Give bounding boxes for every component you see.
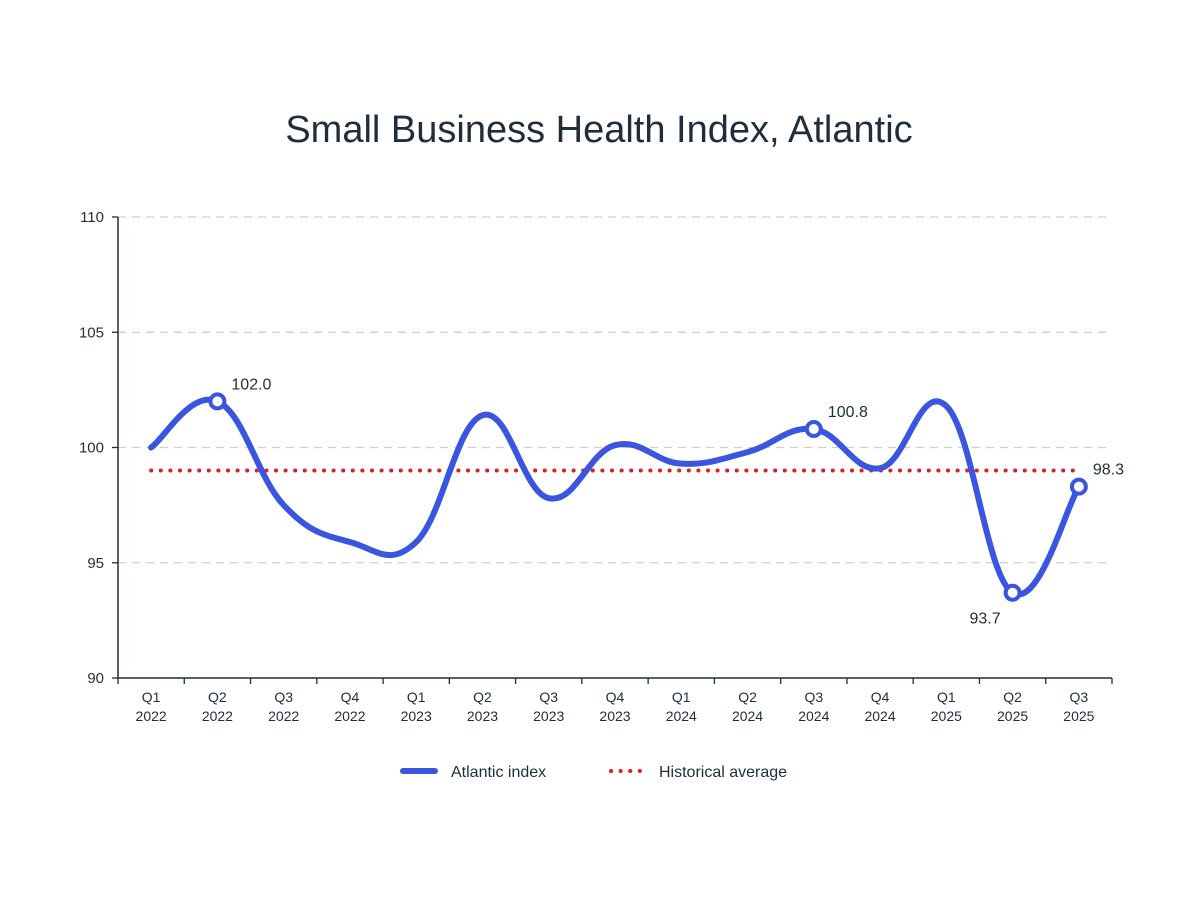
x-tick-label: Q3 2022 — [268, 689, 299, 724]
x-tick-label: Q1 2022 — [136, 689, 167, 724]
atlantic-index-line — [148, 396, 1082, 598]
x-tick-label: Q4 2023 — [599, 689, 630, 724]
data-label: 102.0 — [231, 376, 271, 393]
legend-label-atlantic-index: Atlantic index — [451, 764, 546, 781]
x-tick-label: Q2 2022 — [202, 689, 233, 724]
data-label: 100.8 — [828, 404, 868, 421]
data-label: 98.3 — [1093, 462, 1124, 479]
y-tick-label: 90 — [87, 670, 104, 687]
x-tick-label: Q2 2025 — [997, 689, 1028, 724]
data-point-marker — [804, 420, 823, 439]
x-tick-label: Q1 2025 — [931, 689, 962, 724]
data-point-marker — [1069, 477, 1088, 496]
data-label: 93.7 — [969, 611, 1000, 628]
chart-title: Small Business Health Index, Atlantic — [285, 109, 912, 151]
data-point-marker — [208, 392, 227, 411]
x-tick-label: Q3 2025 — [1063, 689, 1094, 724]
y-tick-label: 95 — [87, 555, 104, 572]
x-tick-label: Q4 2024 — [864, 689, 895, 724]
x-tick-label: Q1 2023 — [401, 689, 432, 724]
x-tick-label: Q3 2023 — [533, 689, 564, 724]
series-layer — [148, 396, 1082, 598]
x-tick-label: Q3 2024 — [798, 689, 829, 724]
legend-label-historical-average: Historical average — [659, 764, 787, 781]
axes: 90 95 100 105 110 Q1 2022 Q2 2022 Q3 2022 Q4 2022 Q1 2… — [79, 209, 1113, 724]
x-tick-label: Q1 2024 — [666, 689, 697, 724]
y-tick-label: 105 — [79, 324, 104, 341]
y-tick-label: 100 — [79, 440, 104, 457]
x-tick-label: Q2 2024 — [732, 689, 763, 724]
data-point-marker — [1003, 583, 1022, 602]
x-tick-label: Q4 2022 — [334, 689, 365, 724]
data-labels: 102.0 100.8 93.7 98.3 — [208, 376, 1124, 628]
y-tick-label: 110 — [80, 209, 104, 226]
x-tick-label: Q2 2023 — [467, 689, 498, 724]
legend: Atlantic index Historical average — [400, 764, 787, 781]
